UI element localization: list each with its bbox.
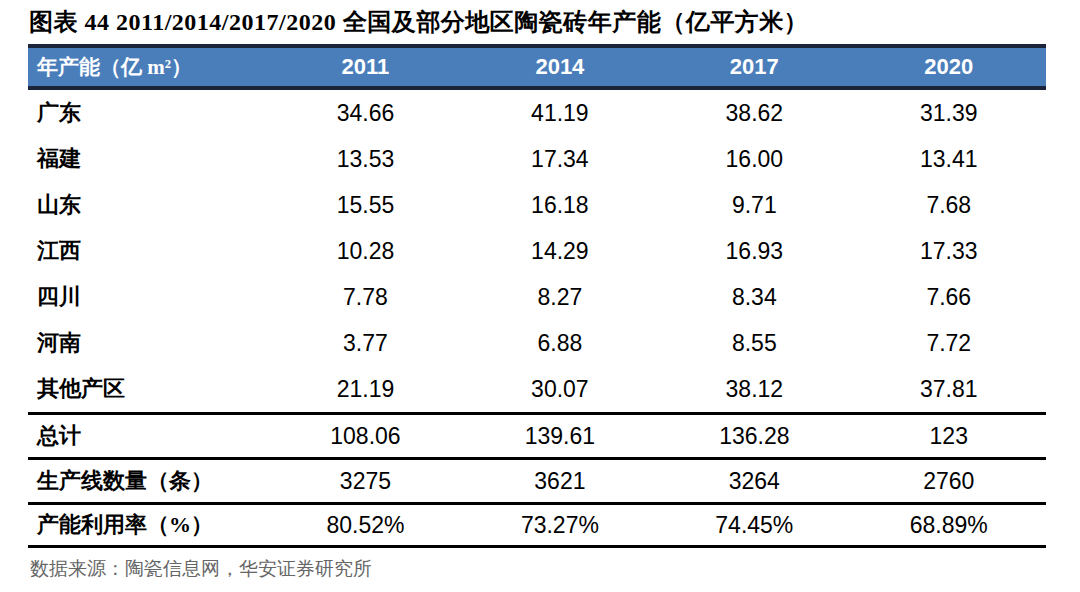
table-row: 河南 3.77 6.88 8.55 7.72 <box>28 320 1046 366</box>
cell-value: 7.66 <box>852 284 1046 311</box>
header-year-2020: 2020 <box>852 54 1046 80</box>
cell-value: 7.72 <box>852 330 1046 357</box>
cell-value: 123 <box>852 423 1046 450</box>
cell-value: 74.45% <box>657 512 851 539</box>
cell-value: 8.27 <box>463 284 657 311</box>
cell-value: 31.39 <box>852 100 1046 127</box>
cell-value: 37.81 <box>852 376 1046 403</box>
table-row: 其他产区 21.19 30.07 38.12 37.81 <box>28 366 1046 412</box>
region-label: 河南 <box>28 328 268 358</box>
utilization-label: 产能利用率（%） <box>28 510 268 540</box>
table-row: 山东 15.55 16.18 9.71 7.68 <box>28 182 1046 228</box>
cell-value: 21.19 <box>268 376 462 403</box>
table-row: 江西 10.28 14.29 16.93 17.33 <box>28 228 1046 274</box>
cell-value: 8.34 <box>657 284 851 311</box>
region-label: 江西 <box>28 236 268 266</box>
cell-value: 10.28 <box>268 238 462 265</box>
cell-value: 16.00 <box>657 146 851 173</box>
data-source-note: 数据来源：陶瓷信息网，华安证券研究所 <box>30 556 372 582</box>
cell-value: 14.29 <box>463 238 657 265</box>
cell-value: 41.19 <box>463 100 657 127</box>
total-label: 总计 <box>28 421 268 451</box>
cell-value: 108.06 <box>268 423 462 450</box>
cell-value: 16.93 <box>657 238 851 265</box>
cell-value: 38.12 <box>657 376 851 403</box>
production-lines-label: 生产线数量（条） <box>28 466 268 496</box>
cell-value: 136.28 <box>657 423 851 450</box>
cell-value: 9.71 <box>657 192 851 219</box>
cell-value: 17.34 <box>463 146 657 173</box>
cell-value: 38.62 <box>657 100 851 127</box>
region-label: 四川 <box>28 282 268 312</box>
table-utilization-row: 产能利用率（%） 80.52% 73.27% 74.45% 68.89% <box>28 502 1046 548</box>
cell-value: 13.53 <box>268 146 462 173</box>
table-row: 福建 13.53 17.34 16.00 13.41 <box>28 136 1046 182</box>
region-label: 广东 <box>28 98 268 128</box>
cell-value: 7.68 <box>852 192 1046 219</box>
report-figure-page: 图表 44 2011/2014/2017/2020 全国及部分地区陶瓷砖年产能（… <box>0 0 1080 592</box>
cell-value: 3264 <box>657 468 851 495</box>
table-row: 广东 34.66 41.19 38.62 31.39 <box>28 90 1046 136</box>
header-metric-label: 年产能（亿 m²） <box>28 53 268 81</box>
cell-value: 3275 <box>268 468 462 495</box>
cell-value: 30.07 <box>463 376 657 403</box>
cell-value: 7.78 <box>268 284 462 311</box>
cell-value: 17.33 <box>852 238 1046 265</box>
table-row: 四川 7.78 8.27 8.34 7.66 <box>28 274 1046 320</box>
cell-value: 15.55 <box>268 192 462 219</box>
figure-title: 图表 44 2011/2014/2017/2020 全国及部分地区陶瓷砖年产能（… <box>29 6 1059 38</box>
cell-value: 2760 <box>852 468 1046 495</box>
cell-value: 8.55 <box>657 330 851 357</box>
region-label: 福建 <box>28 144 268 174</box>
header-year-2017: 2017 <box>657 54 851 80</box>
region-label: 其他产区 <box>28 374 268 404</box>
header-year-2011: 2011 <box>268 54 462 80</box>
cell-value: 68.89% <box>852 512 1046 539</box>
capacity-table: 年产能（亿 m²） 2011 2014 2017 2020 广东 34.66 4… <box>28 44 1046 548</box>
cell-value: 3.77 <box>268 330 462 357</box>
header-year-2014: 2014 <box>463 54 657 80</box>
cell-value: 6.88 <box>463 330 657 357</box>
cell-value: 3621 <box>463 468 657 495</box>
region-label: 山东 <box>28 190 268 220</box>
cell-value: 13.41 <box>852 146 1046 173</box>
table-total-row: 总计 108.06 139.61 136.28 123 <box>28 412 1046 457</box>
cell-value: 34.66 <box>268 100 462 127</box>
table-production-lines-row: 生产线数量（条） 3275 3621 3264 2760 <box>28 457 1046 502</box>
cell-value: 73.27% <box>463 512 657 539</box>
cell-value: 139.61 <box>463 423 657 450</box>
table-header-row: 年产能（亿 m²） 2011 2014 2017 2020 <box>28 44 1046 90</box>
cell-value: 16.18 <box>463 192 657 219</box>
cell-value: 80.52% <box>268 512 462 539</box>
